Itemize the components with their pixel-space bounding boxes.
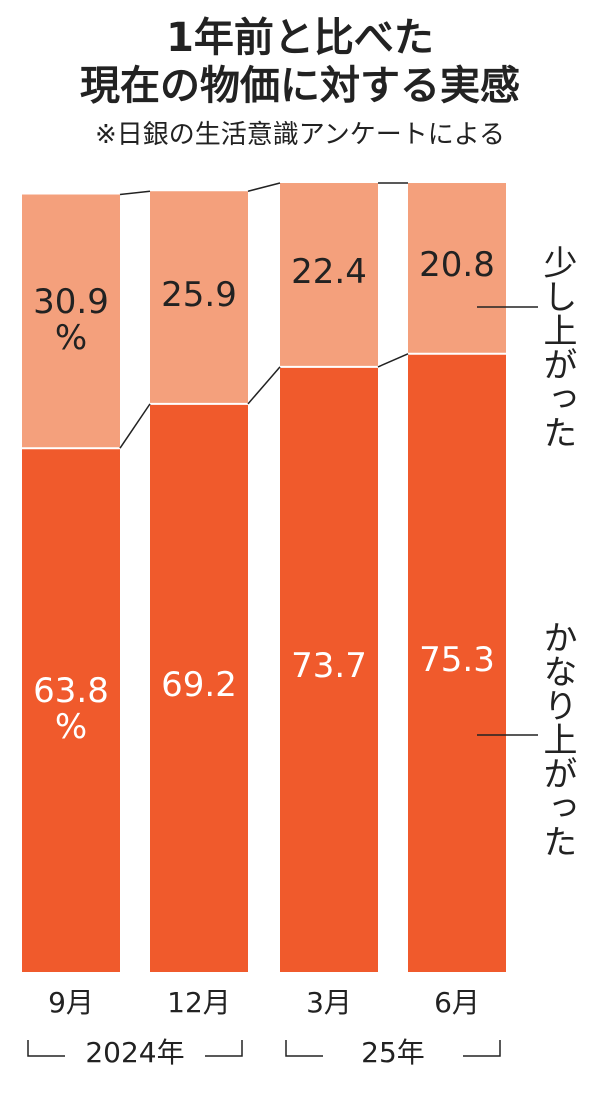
bar-segment: [150, 191, 248, 404]
x-tick-label: 6月: [434, 986, 480, 1019]
connector: [377, 353, 409, 368]
value-label: 30.9 %: [33, 282, 109, 359]
bar-segment: [408, 183, 506, 354]
chart-subtitle: ※日銀の生活意識アンケートによる: [95, 120, 505, 150]
value-label: 22.4: [291, 251, 367, 292]
value-label: 20.8: [419, 245, 495, 286]
bar-segment: [280, 366, 378, 973]
x-tick-label: 9月: [48, 986, 94, 1019]
bar-segment: [408, 353, 506, 972]
value-label: 73.7: [291, 646, 367, 687]
legend-label: 少し上がった: [537, 245, 577, 449]
bar-segment: [22, 448, 120, 972]
bar-segment: [150, 403, 248, 972]
connector: [247, 366, 281, 405]
chart-title: 1年前と比べた 現在の物価に対する実感: [80, 15, 520, 109]
connector: [119, 403, 151, 449]
legend-label: かなり上がった: [537, 620, 577, 858]
connector: [247, 182, 281, 192]
value-label: 25.9: [161, 274, 237, 315]
bar-segment: [280, 183, 378, 367]
group-label: 25年: [323, 1038, 463, 1067]
value-label: 69.2: [161, 664, 237, 705]
value-label: 63.8 %: [33, 671, 109, 747]
group-label: 2024年: [65, 1038, 205, 1067]
value-label: 75.3: [419, 639, 495, 680]
x-tick-label: 3月: [306, 986, 352, 1019]
x-tick-label: 12月: [167, 986, 231, 1019]
bar-segment: [22, 194, 120, 449]
connector: [119, 190, 151, 196]
